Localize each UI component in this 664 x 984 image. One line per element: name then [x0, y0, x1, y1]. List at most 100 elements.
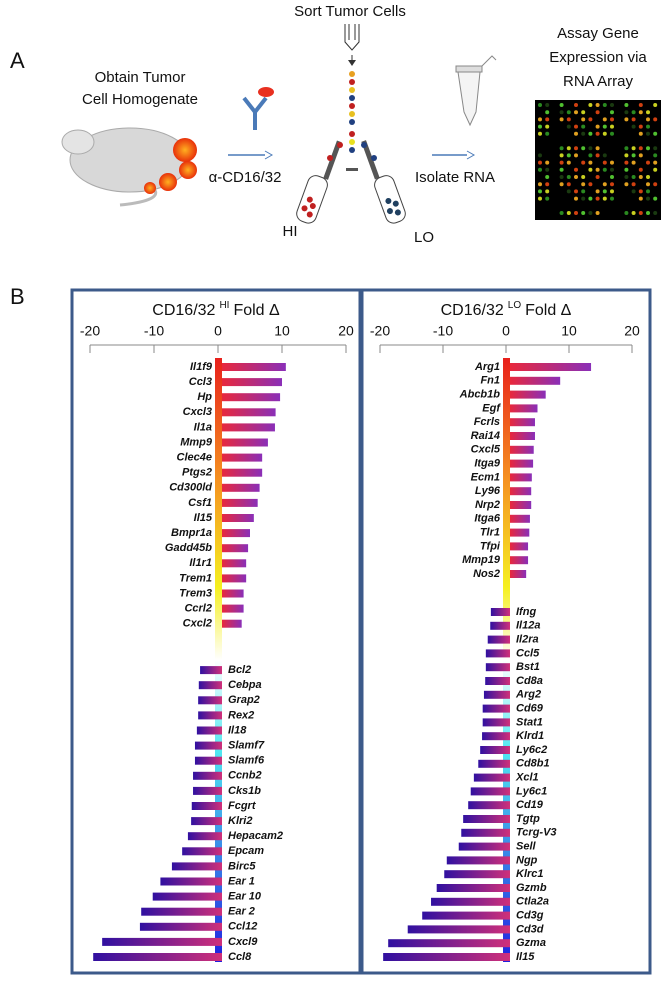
- category-label: Ly96: [475, 485, 501, 497]
- array-spot: [566, 175, 571, 179]
- step-text: Cell Homogenate: [82, 91, 198, 108]
- step-text: Expression via: [549, 49, 647, 66]
- array-spot: [566, 110, 571, 115]
- bar: [193, 786, 222, 795]
- category-label: Gadd45b: [165, 542, 212, 554]
- bar: [222, 468, 263, 477]
- arrow-head: [466, 150, 476, 160]
- array-spot: [581, 117, 586, 122]
- bar: [485, 663, 510, 672]
- bar: [510, 514, 530, 523]
- array-spot: [602, 124, 607, 129]
- array-spot: [638, 153, 643, 158]
- array-spot: [574, 196, 578, 201]
- bar: [510, 542, 529, 551]
- bar: [461, 828, 510, 837]
- array-spot: [545, 117, 550, 122]
- category-label: Cxcl3: [183, 406, 212, 418]
- array-spot: [581, 124, 586, 129]
- arrow-head: [264, 150, 274, 160]
- array-spot: [566, 146, 571, 151]
- category-label: Ctla2a: [516, 896, 549, 908]
- bar: [407, 925, 510, 934]
- bar: [102, 937, 222, 946]
- category-label: Ly6c2: [516, 744, 547, 756]
- category-label: Abcb1b: [459, 389, 501, 401]
- category-label: Ccrl2: [184, 603, 212, 615]
- array-spot: [653, 182, 658, 187]
- bar: [482, 704, 510, 713]
- bar: [194, 741, 222, 750]
- array-spot: [638, 131, 643, 136]
- array-spot: [602, 103, 607, 107]
- array-spot: [538, 167, 542, 172]
- array-spot: [631, 189, 636, 194]
- category-label: Cd300ld: [169, 482, 212, 494]
- array-spot: [646, 131, 650, 136]
- category-label: Il1a: [194, 421, 212, 433]
- array-spot: [631, 146, 636, 151]
- title-part: Fold Δ: [233, 302, 280, 319]
- bar: [470, 787, 510, 796]
- panel-label: B: [10, 284, 25, 309]
- category-label: Fn1: [480, 375, 500, 387]
- array-spot: [646, 117, 650, 122]
- bar: [383, 953, 510, 961]
- title-part: Fold Δ: [525, 302, 572, 319]
- bar: [222, 574, 247, 583]
- bar: [141, 907, 222, 916]
- bar: [222, 423, 275, 432]
- array-spot: [559, 153, 564, 158]
- x-tick-label: 0: [214, 323, 222, 339]
- array-spot: [538, 189, 542, 194]
- sorter: [296, 24, 406, 224]
- tube: [455, 55, 497, 127]
- array-spot: [610, 131, 614, 136]
- bar: [222, 453, 263, 462]
- bar: [478, 759, 510, 768]
- category-label: Trem1: [179, 572, 212, 584]
- category-label: Mmp9: [180, 436, 213, 448]
- array-spot: [646, 189, 650, 194]
- array-spot: [646, 196, 650, 201]
- array-spot: [646, 175, 650, 179]
- bar: [191, 817, 222, 826]
- category-label: Mmp19: [462, 554, 501, 566]
- array-spot: [638, 211, 643, 215]
- bar: [487, 635, 510, 644]
- category-label: Il15: [516, 951, 535, 963]
- x-tick-label: 20: [624, 323, 640, 339]
- array-spot: [610, 167, 614, 172]
- bar: [222, 514, 254, 522]
- array-spot: [588, 146, 593, 151]
- array-spot: [638, 110, 643, 115]
- array-spot: [595, 167, 600, 172]
- mouse: [61, 127, 197, 207]
- x-tick-label: -20: [370, 323, 390, 339]
- array-spot: [610, 117, 614, 122]
- array-spot: [610, 182, 614, 187]
- panel-box: [360, 288, 652, 975]
- array-spot: [610, 103, 614, 107]
- array-spot: [631, 182, 636, 187]
- array-spot: [653, 196, 658, 201]
- array-spot: [574, 211, 578, 215]
- array-spot: [566, 211, 571, 215]
- category-label: Nrp2: [475, 499, 500, 511]
- category-label: Ly6c1: [516, 785, 547, 797]
- bar: [510, 459, 534, 468]
- category-label: Arg2: [515, 689, 541, 701]
- array-spot: [588, 103, 593, 107]
- bar: [473, 773, 510, 782]
- array-spot: [595, 211, 600, 215]
- array-spot: [638, 167, 643, 172]
- array-spot: [638, 175, 643, 179]
- array-spot: [602, 196, 607, 201]
- array-spot: [588, 211, 593, 215]
- array-spot: [588, 153, 593, 158]
- array-spot: [581, 131, 586, 136]
- array-spot: [545, 167, 550, 172]
- category-label: Hepacam2: [228, 830, 283, 842]
- antibody-label: α-CD16/32: [209, 169, 282, 186]
- array-spot: [538, 103, 542, 107]
